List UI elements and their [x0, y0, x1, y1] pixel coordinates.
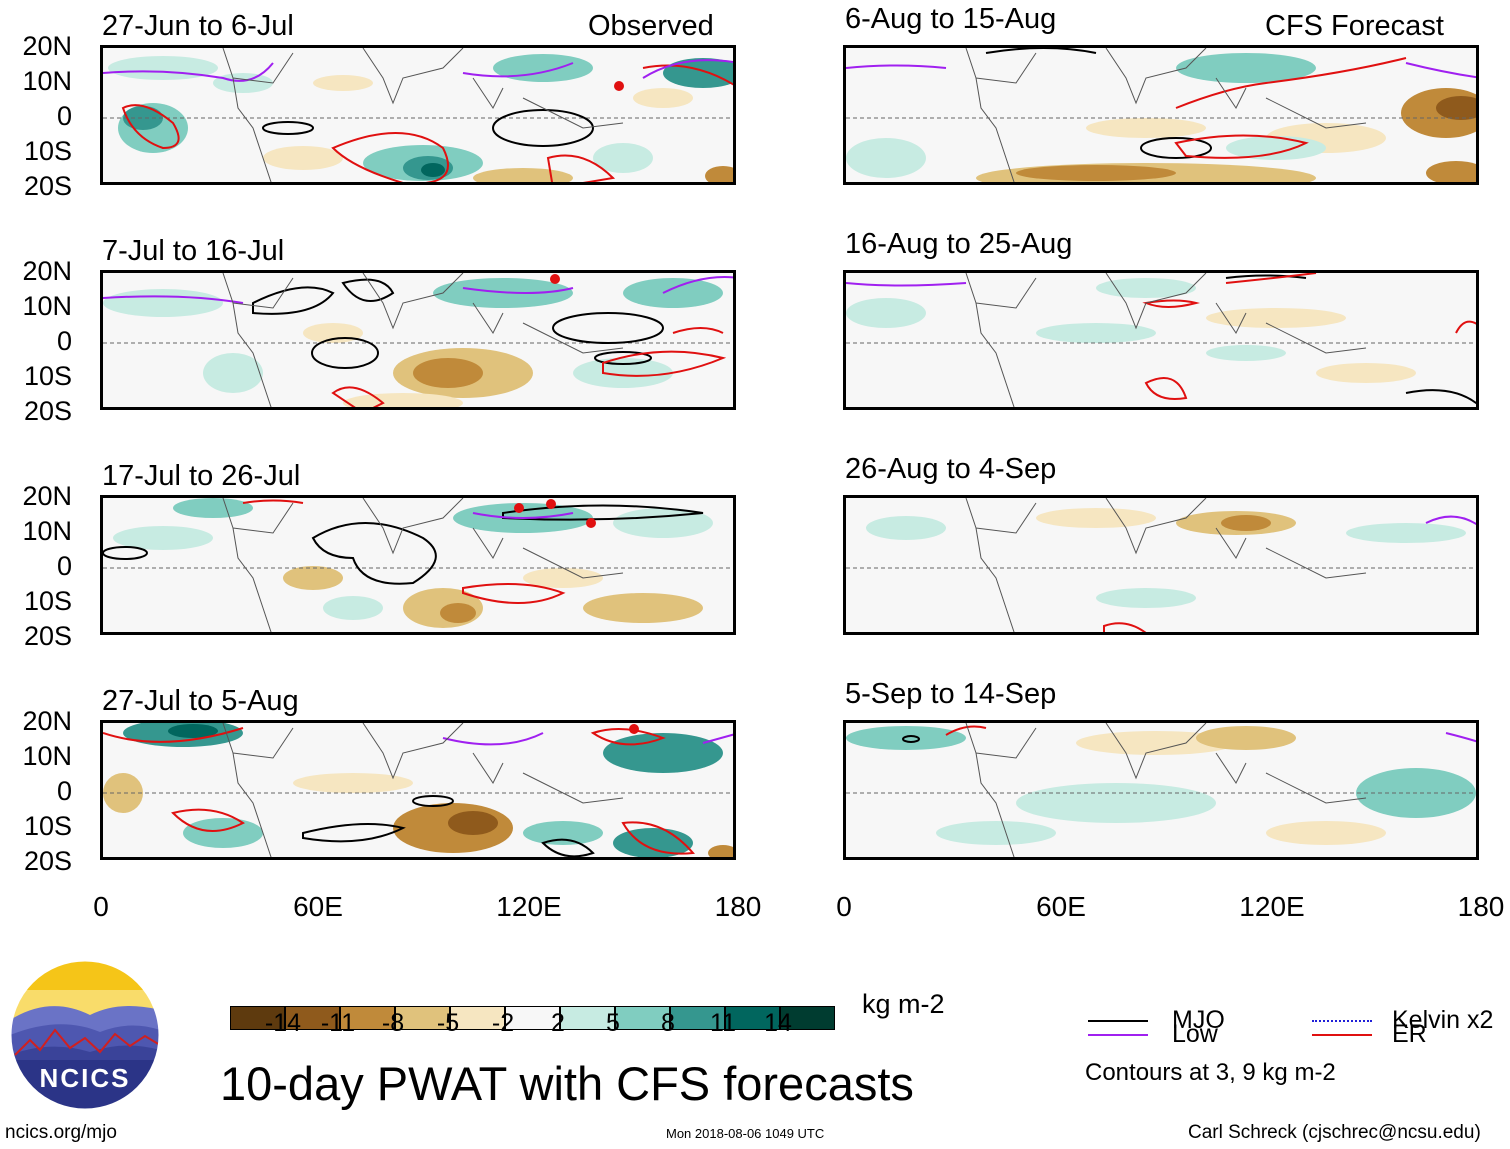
lat-label: 20N [22, 706, 72, 736]
colorbar-label: -8 [381, 1009, 405, 1037]
colorbar-label: 5 [606, 1009, 620, 1037]
legend-kelvin-label: Kelvin x2 [1392, 1006, 1494, 1034]
lon-label: 180 [714, 891, 762, 922]
map-plot [843, 720, 1479, 860]
colorbar-swatch [725, 1006, 780, 1030]
lat-label: 10N [22, 291, 72, 321]
footer-url[interactable]: ncics.org/mjo [5, 1122, 117, 1143]
footer-author: Carl Schreck (cjschrec@ncsu.edu) [1188, 1122, 1481, 1143]
lon-label: 0 [836, 891, 852, 922]
map-plot [843, 45, 1479, 185]
legend-mjo-line [1088, 1020, 1148, 1022]
lat-label: 10S [23, 586, 72, 616]
map-plot [100, 270, 736, 410]
colorbar-label: -14 [264, 1009, 302, 1037]
lat-label: 10S [23, 361, 72, 391]
lon-label: 60E [1036, 891, 1086, 922]
colorbar-label: -11 [320, 1009, 356, 1037]
lat-label: 10N [22, 66, 72, 96]
lat-label: 20S [23, 396, 72, 426]
lat-label: 10N [22, 516, 72, 546]
colorbar-swatch [780, 1006, 835, 1030]
colorbar-swatch [230, 1006, 285, 1030]
legend-kelvin-line [1312, 1020, 1372, 1022]
lat-label: 0 [56, 326, 72, 356]
lat-label: 20S [23, 621, 72, 651]
logo-text: NCICS [39, 1063, 131, 1093]
legend-mjo-label: MJO [1172, 1006, 1225, 1034]
colorbar-label: 14 [764, 1009, 792, 1037]
map-plot [100, 495, 736, 635]
colorbar-swatch [560, 1006, 615, 1030]
colorbar-label: 8 [661, 1009, 675, 1037]
panel-title: 27-Jul to 5-Aug [102, 685, 299, 717]
contours-note: Contours at 3, 9 kg m-2 [1085, 1059, 1336, 1086]
map-plot [843, 270, 1479, 410]
panel-title: 7-Jul to 16-Jul [102, 235, 285, 267]
map-plot [100, 720, 736, 860]
lon-label: 0 [93, 891, 109, 922]
panel-title: 16-Aug to 25-Aug [845, 228, 1073, 260]
map-plot [100, 45, 736, 185]
lat-label: 20N [22, 31, 72, 61]
lat-label: 10S [23, 136, 72, 166]
colorbar-swatch [670, 1006, 725, 1030]
map-plot [843, 495, 1479, 635]
lon-label: 120E [1239, 891, 1305, 922]
lat-label: 20S [23, 846, 72, 876]
legend-low-label: Low [1172, 1020, 1218, 1048]
panel-title: 27-Jun to 6-Jul [102, 10, 294, 42]
colorbar-label: 2 [551, 1009, 565, 1037]
colorbar-swatch [395, 1006, 450, 1030]
lon-label: 120E [496, 891, 562, 922]
lat-label: 0 [56, 551, 72, 581]
observed-label: Observed [588, 10, 714, 42]
colorbar-label: 11 [710, 1009, 736, 1037]
panel-title: 5-Sep to 14-Sep [845, 678, 1057, 710]
lat-label: 20S [23, 171, 72, 201]
panel-title: 26-Aug to 4-Sep [845, 453, 1057, 485]
panel-title: 17-Jul to 26-Jul [102, 460, 301, 492]
lat-label: 20N [22, 481, 72, 511]
panel-title: 6-Aug to 15-Aug [845, 3, 1057, 35]
cfs-forecast-label: CFS Forecast [1265, 10, 1444, 42]
lat-label: 10S [23, 811, 72, 841]
lat-label: 20N [22, 256, 72, 286]
legend-er-label: ER [1392, 1020, 1427, 1048]
lon-label: 180 [1457, 891, 1505, 922]
colorbar-swatch [340, 1006, 395, 1030]
colorbar-swatch [505, 1006, 560, 1030]
colorbar-swatch [615, 1006, 670, 1030]
colorbar-units: kg m-2 [862, 989, 945, 1019]
colorbar-swatch [285, 1006, 340, 1030]
legend-er-line [1312, 1034, 1372, 1036]
colorbar-label: -2 [491, 1009, 515, 1037]
footer-timestamp: Mon 2018-08-06 1049 UTC [666, 1126, 825, 1141]
colorbar-swatch [450, 1006, 505, 1030]
lat-label: 0 [56, 776, 72, 806]
lat-label: 10N [22, 741, 72, 771]
lon-label: 60E [293, 891, 343, 922]
lat-label: 0 [56, 101, 72, 131]
legend-low-line [1088, 1034, 1148, 1036]
main-title: 10-day PWAT with CFS forecasts [220, 1057, 914, 1110]
ncics-logo: NCICS [10, 960, 160, 1110]
colorbar-label: -5 [436, 1009, 460, 1037]
